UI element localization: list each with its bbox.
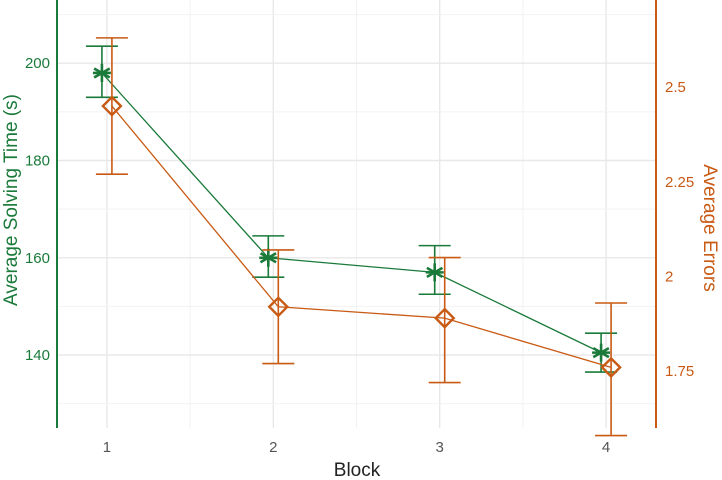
right-y-axis-title: Average Errors: [699, 164, 720, 291]
right-y-tick-label: 2.25: [665, 174, 694, 191]
x-axis-title: Block: [334, 460, 381, 480]
axes: [56, 0, 657, 428]
data-point-asterisk: [92, 63, 111, 82]
left-y-tick-label: 160: [25, 250, 50, 267]
data-point-asterisk: [425, 263, 444, 282]
x-tick-label: 1: [103, 439, 111, 456]
x-tick-label: 2: [269, 439, 277, 456]
series-line: [101, 72, 602, 354]
x-tick-label: 4: [602, 439, 610, 456]
right-y-tick-label: 2: [665, 268, 673, 285]
data-point-diamond: [101, 95, 123, 117]
right-y-tick-label: 2.5: [665, 79, 686, 96]
x-tick-label: 3: [436, 439, 444, 456]
left-y-tick-label: 140: [25, 347, 50, 364]
data-point-diamond: [433, 307, 456, 329]
left-y-tick-label: 200: [25, 55, 50, 72]
data-point-diamond: [267, 296, 290, 318]
tick-labels: 1 2 3 4 140 160 180 200 1.75 2 2.25 2.5: [25, 55, 694, 456]
grid: [57, 0, 656, 428]
data-point-asterisk: [259, 248, 278, 267]
left-y-tick-label: 180: [25, 153, 50, 170]
right-y-tick-label: 1.75: [665, 363, 694, 380]
left-y-axis-title: Average Solving Time (s): [1, 94, 22, 306]
series: [85, 37, 628, 437]
series-line: [111, 105, 612, 369]
data-point-diamond: [600, 356, 622, 379]
series-diamond: [95, 37, 628, 437]
data-point-asterisk: [592, 343, 611, 362]
